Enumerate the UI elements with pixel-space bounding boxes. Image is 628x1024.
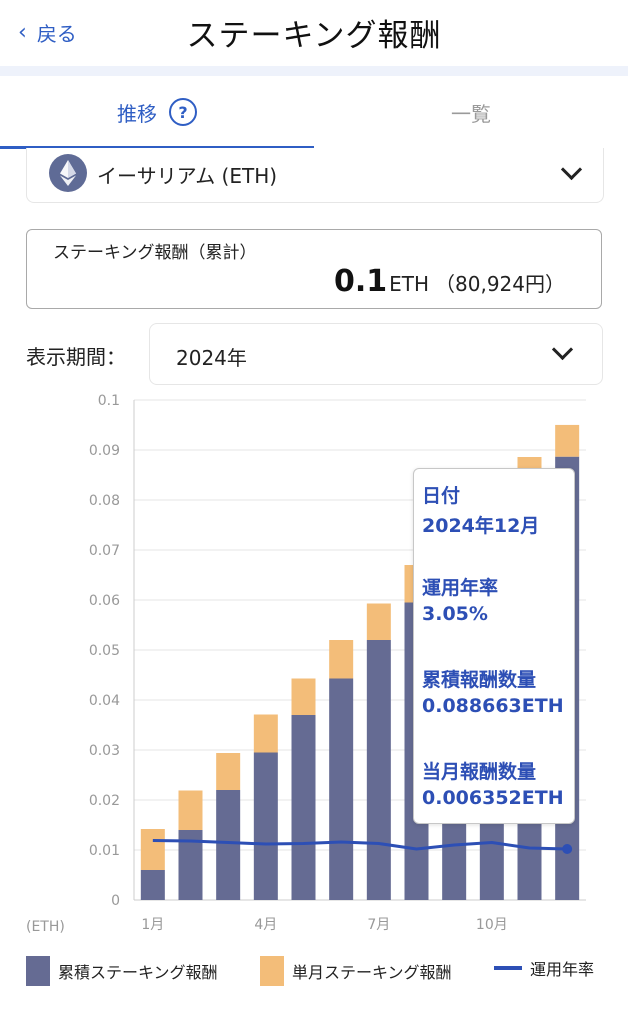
tooltip-rate-label: 運用年率 [422, 577, 499, 599]
y-tick-label: 0.08 [89, 493, 120, 509]
bar-monthly [366, 603, 391, 640]
y-tick-label: 0.04 [89, 693, 120, 709]
bar-monthly [555, 424, 580, 457]
tooltip-cum-label: 累積報酬数量 [422, 669, 537, 691]
tooltip-date-label: 日付 [422, 485, 461, 507]
bar-cumulative [291, 715, 316, 900]
reward-value: 0.1 ETH （80,924円） [334, 264, 565, 299]
bar-cumulative [366, 640, 391, 900]
y-tick-label: 0.1 [98, 393, 120, 409]
y-tick-label: 0.05 [89, 643, 120, 659]
reward-amount: 0.1 [333, 264, 388, 299]
legend-label: 単月ステーキング報酬 [292, 963, 452, 982]
legend-swatch-rate [494, 966, 522, 970]
legend-item-monthly[interactable]: 単月ステーキング報酬 [260, 956, 452, 986]
bar-cumulative [253, 752, 278, 900]
chevron-down-icon [560, 158, 583, 181]
page-title: ステーキング報酬 [186, 18, 442, 54]
tab-trend[interactable]: 推移 ? [0, 76, 314, 148]
ethereum-icon [49, 154, 87, 192]
y-tick-label: 0.06 [89, 593, 120, 609]
y-tick-label: 0.01 [89, 843, 120, 859]
reward-summary: ステーキング報酬（累計） 0.1 ETH （80,924円） [26, 229, 602, 309]
coin-selector[interactable]: イーサリアム (ETH) [26, 148, 604, 203]
tab-bar: 推移 ? 一覧 [0, 76, 628, 148]
reward-label: ステーキング報酬（累計） [53, 243, 257, 263]
y-tick-label: 0 [111, 893, 120, 909]
tab-active-indicator [0, 146, 314, 149]
bar-monthly [253, 714, 278, 753]
legend-swatch-cumulative [26, 956, 50, 986]
chevron-left-icon: ‹ [18, 19, 27, 45]
y-tick-label: 0.02 [89, 793, 120, 809]
help-icon[interactable]: ? [169, 98, 197, 126]
period-label: 表示期間： [26, 345, 126, 369]
axis-unit-label: (ETH) [26, 919, 65, 935]
bar-monthly [329, 640, 354, 679]
coin-name: イーサリアム (ETH) [97, 164, 278, 188]
tab-list[interactable]: 一覧 [314, 76, 628, 148]
rate-line [152, 839, 568, 851]
y-tick-label: 0.03 [89, 743, 120, 759]
bar-cumulative [329, 678, 354, 900]
tab-trend-label: 推移 [117, 101, 157, 126]
tab-list-label: 一覧 [451, 101, 491, 126]
x-tick-label: 10月 [476, 917, 508, 933]
tooltip-month-value: 0.006352ETH [422, 787, 564, 809]
bar-monthly [140, 829, 165, 870]
reward-unit: ETH [389, 272, 430, 296]
header: ‹ 戻る ステーキング報酬 [0, 0, 628, 66]
x-tick-label: 1月 [141, 917, 164, 933]
period-select[interactable]: 2024年 [149, 323, 603, 385]
header-divider [0, 66, 628, 76]
reward-yen: （80,924円） [435, 272, 565, 296]
x-tick-label: 4月 [254, 917, 277, 933]
bar-monthly [178, 790, 203, 830]
legend-label: 累積ステーキング報酬 [58, 963, 218, 982]
back-button[interactable]: ‹ 戻る [18, 18, 77, 47]
x-tick-label: 7月 [367, 917, 390, 933]
back-label: 戻る [36, 22, 77, 46]
tooltip-cum-value: 0.088663ETH [422, 695, 564, 717]
tooltip-month-label: 当月報酬数量 [422, 761, 537, 783]
legend-item-cumulative[interactable]: 累積ステーキング報酬 [26, 956, 218, 986]
chevron-down-icon [551, 338, 574, 361]
bar-cumulative [140, 870, 165, 900]
chart-tooltip: 日付 2024年12月 運用年率 3.05% 累積報酬数量 0.088663ET… [413, 468, 575, 824]
tooltip-date-value: 2024年12月 [422, 515, 540, 537]
legend-label: 運用年率 [530, 960, 595, 979]
tooltip-rate-value: 3.05% [422, 603, 488, 625]
legend-item-rate[interactable]: 運用年率 [494, 956, 594, 980]
bar-monthly [291, 678, 316, 715]
y-tick-label: 0.07 [89, 543, 120, 559]
period-value: 2024年 [176, 346, 247, 370]
rate-point-highlight [562, 844, 573, 854]
bar-monthly [216, 753, 241, 790]
bar-cumulative [216, 790, 241, 900]
legend-swatch-monthly [260, 956, 284, 986]
chart-legend: 累積ステーキング報酬 単月ステーキング報酬 運用年率 [26, 956, 616, 990]
y-tick-label: 0.09 [89, 443, 120, 459]
